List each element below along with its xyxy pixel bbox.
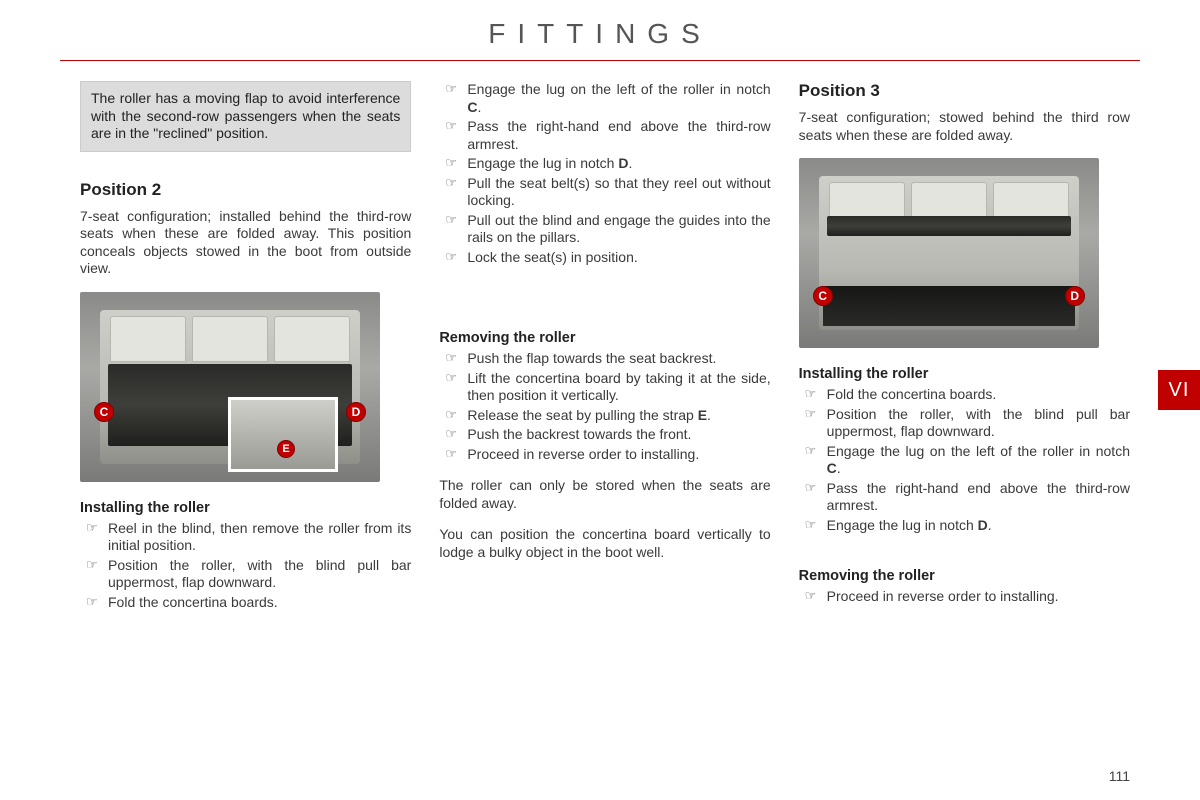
column-2: Engage the lug on the left of the roller… bbox=[439, 81, 770, 625]
figure-position-2: C D E bbox=[80, 292, 380, 482]
list-item: Release the seat by pulling the strap E. bbox=[439, 407, 770, 425]
list-item: Engage the lug on the left of the roller… bbox=[799, 443, 1130, 478]
remove-roller-heading-2: Removing the roller bbox=[799, 568, 1130, 584]
position-2-body: 7-seat configuration; installed behind t… bbox=[80, 208, 411, 278]
marker-d: D bbox=[1065, 286, 1085, 306]
list-item: Push the backrest towards the front. bbox=[439, 426, 770, 444]
marker-c: C bbox=[94, 402, 114, 422]
list-item: Engage the lug on the left of the roller… bbox=[439, 81, 770, 116]
list-item: Proceed in reverse order to installing. bbox=[439, 446, 770, 464]
marker-c: C bbox=[813, 286, 833, 306]
roller-note-2: You can position the concertina board ve… bbox=[439, 526, 770, 561]
list-item: Reel in the blind, then remove the rolle… bbox=[80, 520, 411, 555]
list-item: Pull the seat belt(s) so that they reel … bbox=[439, 175, 770, 210]
section-tab: VI bbox=[1158, 370, 1200, 410]
figure-position-3: C D bbox=[799, 158, 1099, 348]
continue-install-list: Engage the lug on the left of the roller… bbox=[439, 81, 770, 266]
list-item: Proceed in reverse order to installing. bbox=[799, 588, 1130, 606]
list-item: Lift the concertina board by taking it a… bbox=[439, 370, 770, 405]
remove-roller-list-1: Push the flap towards the seat backrest.… bbox=[439, 350, 770, 463]
remove-roller-heading-1: Removing the roller bbox=[439, 330, 770, 346]
column-3: Position 3 7-seat configuration; stowed … bbox=[799, 81, 1130, 625]
figure-inset: E bbox=[228, 397, 338, 472]
list-item: Position the roller, with the blind pull… bbox=[80, 557, 411, 592]
column-1: The roller has a moving flap to avoid in… bbox=[80, 81, 411, 625]
list-item: Pass the right-hand end above the third-… bbox=[439, 118, 770, 153]
info-box: The roller has a moving flap to avoid in… bbox=[80, 81, 411, 152]
list-item: Position the roller, with the blind pull… bbox=[799, 406, 1130, 441]
page-title: FITTINGS bbox=[0, 0, 1200, 60]
page-number: 111 bbox=[1109, 768, 1130, 784]
install-roller-list-1: Reel in the blind, then remove the rolle… bbox=[80, 520, 411, 612]
list-item: Lock the seat(s) in position. bbox=[439, 249, 770, 267]
content-columns: The roller has a moving flap to avoid in… bbox=[0, 61, 1200, 625]
marker-e: E bbox=[277, 440, 295, 458]
roller-note-1: The roller can only be stored when the s… bbox=[439, 477, 770, 512]
position-3-body: 7-seat configuration; stowed behind the … bbox=[799, 109, 1130, 144]
install-roller-list-2: Fold the concertina boards. Position the… bbox=[799, 386, 1130, 534]
marker-d: D bbox=[346, 402, 366, 422]
remove-roller-list-2: Proceed in reverse order to installing. bbox=[799, 588, 1130, 606]
position-2-heading: Position 2 bbox=[80, 180, 411, 200]
list-item: Pass the right-hand end above the third-… bbox=[799, 480, 1130, 515]
list-item: Push the flap towards the seat backrest. bbox=[439, 350, 770, 368]
list-item: Engage the lug in notch D. bbox=[439, 155, 770, 173]
position-3-heading: Position 3 bbox=[799, 81, 1130, 101]
list-item: Fold the concertina boards. bbox=[80, 594, 411, 612]
install-roller-heading-1: Installing the roller bbox=[80, 500, 411, 516]
list-item: Fold the concertina boards. bbox=[799, 386, 1130, 404]
list-item: Engage the lug in notch D. bbox=[799, 517, 1130, 535]
list-item: Pull out the blind and engage the guides… bbox=[439, 212, 770, 247]
install-roller-heading-2: Installing the roller bbox=[799, 366, 1130, 382]
